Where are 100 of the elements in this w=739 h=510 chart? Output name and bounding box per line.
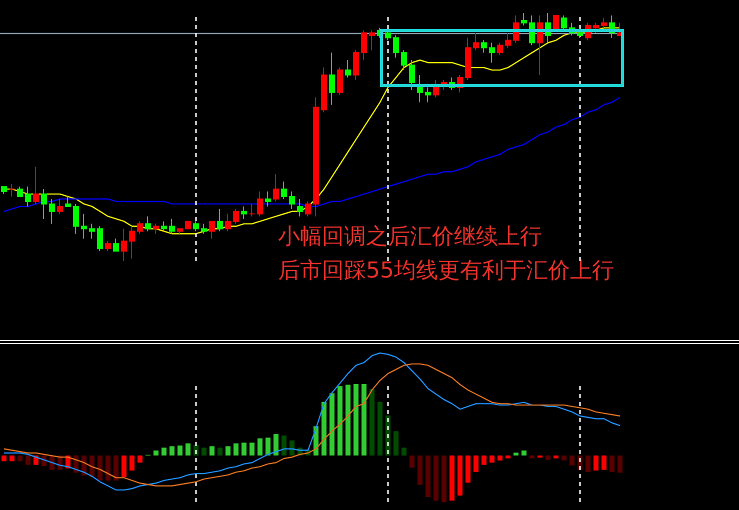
- bar: [250, 442, 254, 456]
- bar: [442, 456, 446, 502]
- bar: [514, 452, 518, 456]
- candlestick: [257, 191, 263, 217]
- bar: [418, 456, 422, 485]
- candlestick: [113, 238, 119, 252]
- bar: [154, 450, 158, 456]
- bar: [554, 456, 558, 458]
- candlestick: [177, 228, 183, 234]
- bar: [178, 446, 182, 456]
- candlestick: [73, 203, 79, 234]
- candlestick: [65, 196, 71, 207]
- candlestick: [97, 226, 103, 252]
- bar: [26, 456, 30, 465]
- candlestick: [409, 60, 415, 90]
- candlestick: [401, 50, 407, 71]
- candlestick: [497, 42, 503, 56]
- candlestick: [321, 67, 327, 113]
- bar: [354, 384, 358, 456]
- bar: [234, 443, 238, 456]
- bar: [226, 446, 230, 456]
- candlestick: [337, 67, 343, 96]
- bar: [522, 450, 526, 456]
- candlestick: [249, 203, 255, 217]
- candlestick: [209, 220, 215, 240]
- candlestick: [593, 22, 599, 34]
- candlestick: [217, 208, 223, 232]
- bar: [282, 435, 286, 456]
- candlestick: [81, 213, 87, 240]
- bar: [434, 456, 438, 501]
- candlestick: [353, 50, 359, 80]
- candlestick: [305, 200, 311, 217]
- candlestick: [1, 186, 7, 195]
- bar: [330, 393, 334, 456]
- candlestick: [601, 17, 607, 28]
- candlestick: [89, 223, 95, 240]
- bar: [98, 456, 102, 481]
- candlestick: [289, 191, 295, 210]
- bar: [530, 456, 534, 458]
- candlestick: [57, 198, 63, 214]
- bar: [258, 438, 262, 456]
- bar: [402, 448, 406, 456]
- bar: [218, 448, 222, 456]
- candlestick: [233, 208, 239, 224]
- bar: [274, 434, 278, 456]
- bar: [170, 446, 174, 456]
- bar: [122, 456, 126, 477]
- bar: [474, 456, 478, 472]
- bar: [490, 456, 494, 463]
- candlestick: [489, 42, 495, 64]
- bar: [346, 384, 350, 456]
- candlestick: [105, 240, 111, 252]
- candlestick: [481, 40, 487, 54]
- bar: [594, 456, 598, 471]
- candlestick: [33, 166, 39, 204]
- candlestick: [225, 213, 231, 232]
- candlestick: [169, 218, 175, 234]
- bar: [106, 456, 110, 481]
- bar: [370, 389, 374, 456]
- bar: [506, 456, 510, 458]
- candlestick: [273, 174, 279, 202]
- bar: [322, 402, 326, 456]
- bar: [18, 456, 22, 462]
- bar: [562, 456, 566, 461]
- candlestick: [521, 12, 527, 26]
- bar: [202, 448, 206, 456]
- candlestick: [473, 32, 479, 51]
- candlestick: [193, 220, 199, 232]
- candlestick: [17, 186, 23, 198]
- candlestick: [121, 228, 127, 262]
- bar: [394, 431, 398, 456]
- bar: [482, 456, 486, 465]
- bar: [570, 456, 574, 466]
- candlestick: [153, 223, 159, 234]
- candlestick: [265, 191, 271, 207]
- bar: [378, 402, 382, 456]
- candlestick: [161, 220, 167, 232]
- bar: [266, 438, 270, 456]
- candlestick: [185, 220, 191, 230]
- candlestick: [201, 223, 207, 234]
- candlestick: [41, 188, 47, 220]
- bar: [162, 448, 166, 456]
- candlestick: [577, 27, 583, 38]
- candlestick: [25, 186, 31, 207]
- candlestick: [9, 184, 15, 198]
- bar: [426, 456, 430, 497]
- candlestick: [561, 14, 567, 31]
- bar: [2, 456, 6, 462]
- candlestick: [297, 198, 303, 217]
- candlestick: [393, 34, 399, 58]
- bar: [498, 456, 502, 461]
- bar: [450, 456, 454, 501]
- bar: [610, 456, 614, 472]
- bar: [458, 456, 462, 496]
- candlestick: [313, 96, 319, 217]
- bar: [210, 446, 214, 456]
- annotation: 小幅回调之后汇价继续上行: [278, 224, 542, 250]
- bar: [114, 456, 118, 481]
- candlestick: [329, 52, 335, 106]
- candlestick: [361, 30, 367, 61]
